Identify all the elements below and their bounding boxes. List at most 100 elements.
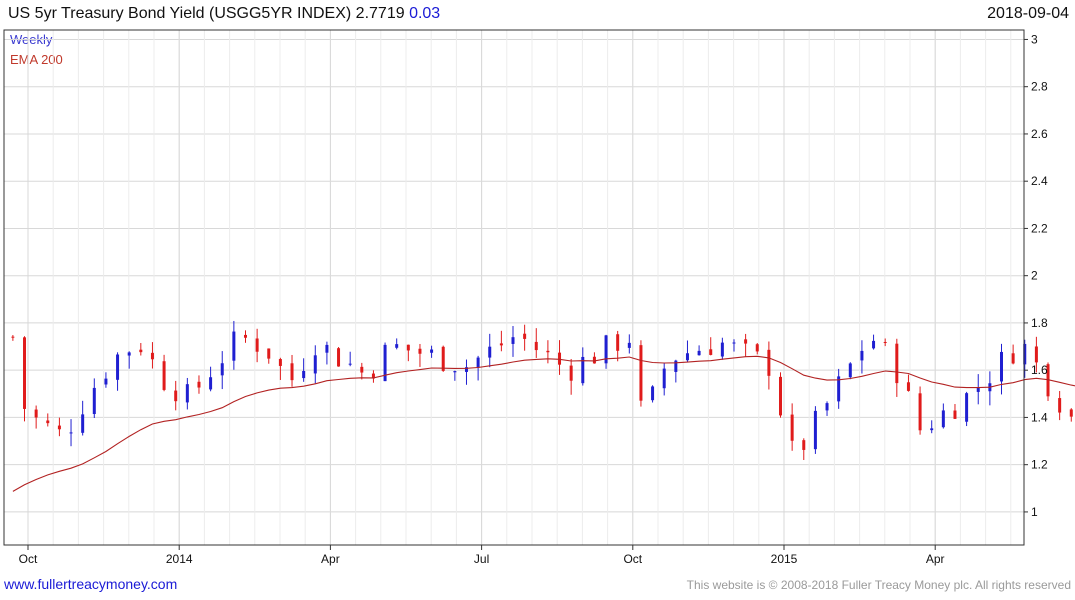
candle-body: [290, 363, 294, 381]
candle-body: [639, 345, 643, 401]
candle-body: [779, 376, 783, 416]
candles: [11, 320, 1073, 460]
candle-body: [325, 344, 329, 353]
candle-body: [453, 371, 457, 373]
candle-body: [243, 334, 247, 338]
candle-body: [81, 414, 85, 433]
x-tick-label: 2014: [166, 552, 193, 566]
candle-body: [581, 356, 585, 384]
candle-body: [150, 352, 154, 360]
candle-body: [23, 337, 27, 409]
candle-body: [1034, 346, 1038, 363]
candle-body: [616, 334, 620, 351]
candle-body: [337, 348, 341, 367]
candle-body: [430, 349, 434, 353]
candle-body: [569, 365, 573, 381]
candle-body: [965, 393, 969, 422]
candle-body: [185, 384, 189, 403]
candle-body: [418, 348, 422, 354]
x-axis: Oct2014AprJulOct2015AprJulOct2016AprJulO…: [19, 545, 945, 566]
candle-body: [499, 343, 503, 346]
candle-body: [604, 335, 608, 364]
candle-body: [918, 393, 922, 431]
y-tick-label: 2.8: [1031, 80, 1048, 94]
candle-body: [69, 432, 73, 434]
x-tick-label: 2015: [771, 552, 798, 566]
candle-body: [732, 342, 736, 344]
candle-body: [92, 387, 96, 415]
candle-body: [592, 356, 596, 364]
candle-body: [104, 378, 108, 385]
x-tick-label: Apr: [926, 552, 945, 566]
x-tick-label: Oct: [623, 552, 642, 566]
chart-date: 2018-09-04: [987, 5, 1069, 22]
candle-body: [953, 410, 957, 419]
candle-body: [685, 353, 689, 361]
candle-body: [255, 338, 259, 352]
candle-body: [976, 387, 980, 392]
candle-body: [278, 359, 282, 366]
candle-body: [127, 352, 131, 356]
chart-title: US 5yr Treasury Bond Yield (USGG5YR INDE…: [8, 5, 440, 23]
change-value: 0.03: [409, 5, 441, 22]
legend-ema: EMA 200: [10, 52, 63, 67]
candle-body: [488, 346, 492, 358]
candle-body: [662, 368, 666, 389]
candle-body: [139, 349, 143, 353]
candle-body: [476, 357, 480, 368]
candle-body: [34, 409, 38, 418]
candle-body: [720, 342, 724, 357]
candle-body: [267, 348, 271, 359]
candle-body: [848, 363, 852, 378]
y-tick-label: 2.4: [1031, 174, 1048, 188]
candle-body: [813, 410, 817, 450]
candle-body: [302, 370, 306, 379]
candle-body: [558, 352, 562, 365]
x-tick-label: Apr: [321, 552, 340, 566]
candle-body: [441, 346, 445, 371]
candle-body: [895, 343, 899, 384]
candle-body: [546, 350, 550, 353]
plot-frame: [3, 29, 1025, 546]
candle-body: [837, 376, 841, 402]
candle-body: [232, 331, 236, 361]
candle-body: [57, 425, 61, 430]
y-tick-label: 1.6: [1031, 363, 1048, 377]
candle-body: [790, 414, 794, 441]
copyright-text: This website is © 2008-2018 Fuller Treac…: [686, 578, 1071, 592]
candle-body: [627, 342, 631, 348]
candle-body: [883, 341, 887, 343]
y-tick-label: 2.6: [1031, 127, 1048, 141]
candle-body: [755, 344, 759, 352]
candle-body: [360, 366, 364, 373]
candle-body: [802, 440, 806, 450]
candle-body: [1069, 409, 1073, 417]
candle-body: [162, 361, 166, 390]
title-text: US 5yr Treasury Bond Yield (USGG5YR INDE…: [8, 5, 405, 22]
y-tick-label: 2: [1031, 269, 1038, 283]
ema-line: [12, 355, 1075, 492]
y-tick-label: 1.2: [1031, 458, 1048, 472]
grid: [4, 30, 1024, 545]
candle-body: [209, 377, 213, 390]
candle-body: [395, 344, 399, 348]
candle-body: [371, 373, 375, 379]
candle-body: [383, 344, 387, 382]
candle-body: [348, 363, 352, 365]
candle-body: [860, 350, 864, 361]
candle-body: [697, 350, 701, 356]
site-link[interactable]: www.fullertreacymoney.com: [4, 576, 178, 592]
x-tick-label: Jul: [474, 552, 489, 566]
candle-body: [174, 390, 178, 402]
candle-body: [872, 340, 876, 349]
candle-body: [197, 381, 201, 388]
candle-body: [464, 367, 468, 372]
y-tick-label: 1.4: [1031, 410, 1048, 424]
candle-body: [46, 420, 50, 424]
candle-body: [674, 360, 678, 372]
candle-body: [116, 354, 120, 380]
y-tick-label: 1: [1031, 505, 1038, 519]
candle-body: [651, 386, 655, 401]
candle-body: [825, 403, 829, 411]
